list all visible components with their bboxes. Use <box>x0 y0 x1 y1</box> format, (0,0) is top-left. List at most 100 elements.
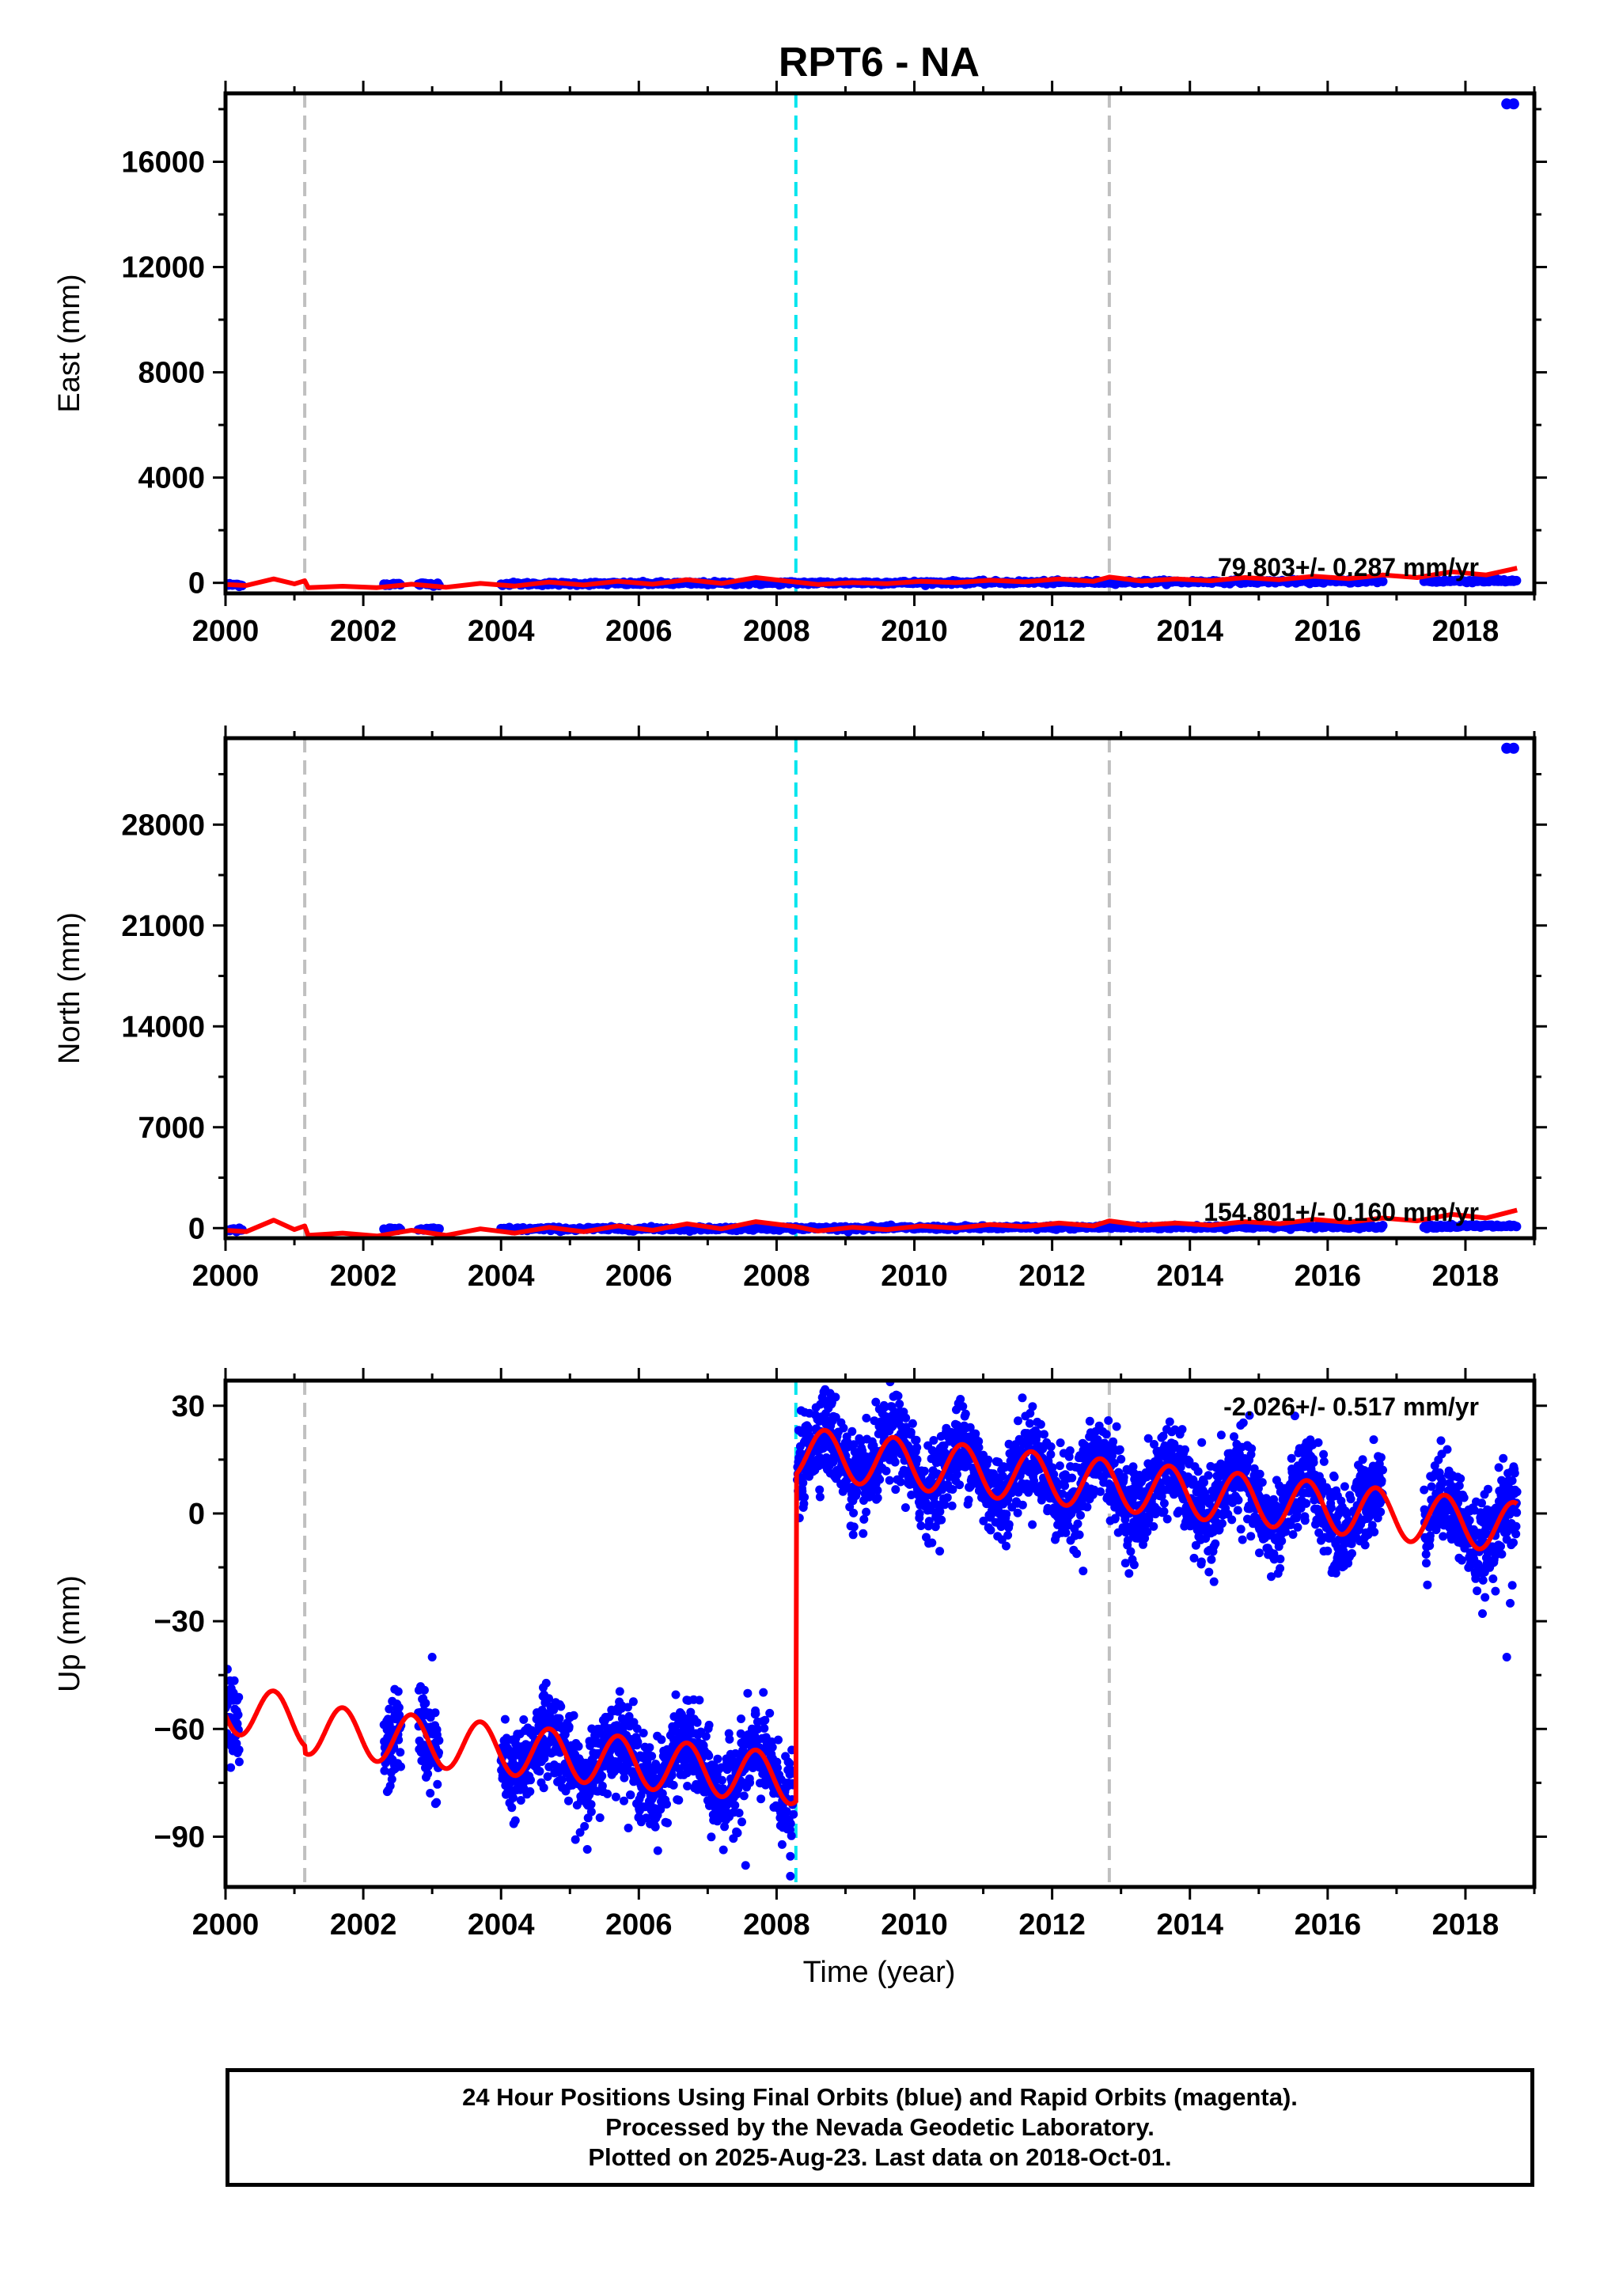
data-point <box>955 1480 965 1490</box>
data-point <box>1049 1470 1059 1479</box>
data-point <box>234 1745 244 1755</box>
data-point <box>510 1816 520 1825</box>
data-point <box>831 1412 840 1422</box>
data-point <box>1196 1557 1206 1567</box>
data-point <box>1159 1506 1169 1516</box>
data-point <box>1026 1408 1035 1418</box>
velocity-rate-label: 79.803+/- 0.287 mm/yr <box>1218 553 1479 582</box>
data-point <box>1159 1498 1169 1508</box>
data-point <box>816 1400 825 1409</box>
data-point <box>799 1499 809 1509</box>
data-point <box>615 1687 624 1696</box>
data-point <box>1126 1547 1136 1556</box>
data-point <box>848 1530 858 1540</box>
data-point <box>662 1799 671 1809</box>
data-point <box>1065 1446 1075 1455</box>
data-point <box>1076 1510 1085 1520</box>
data-point <box>1378 576 1388 586</box>
outlier-point <box>1507 742 1519 754</box>
data-point <box>544 1694 553 1703</box>
data-point <box>1378 1221 1388 1230</box>
data-point <box>1119 1472 1128 1482</box>
data-point <box>768 1742 777 1752</box>
data-point <box>849 1508 859 1517</box>
y-tick-label: 21000 <box>121 910 205 943</box>
x-tick-label: 2010 <box>881 615 948 648</box>
data-point <box>650 1822 660 1832</box>
data-point <box>1234 1495 1243 1505</box>
data-point <box>773 1764 782 1772</box>
data-point <box>1040 1430 1048 1439</box>
data-point <box>890 1457 900 1467</box>
data-point <box>1246 1532 1256 1541</box>
data-point <box>782 1807 791 1817</box>
data-point <box>720 1822 730 1832</box>
data-point <box>935 1507 945 1516</box>
x-tick-label: 2004 <box>468 1260 535 1293</box>
data-point <box>663 1818 672 1828</box>
data-point <box>507 1803 517 1813</box>
data-point <box>1276 1555 1285 1563</box>
y-tick-label: 7000 <box>138 1112 205 1145</box>
data-point <box>1117 1454 1126 1464</box>
data-point <box>1036 1419 1045 1429</box>
data-point <box>1314 1438 1323 1447</box>
data-point <box>1302 1498 1311 1508</box>
plot-frame <box>223 91 1537 596</box>
data-point <box>1287 1453 1296 1463</box>
data-point <box>1013 1508 1022 1517</box>
data-point <box>859 1529 868 1538</box>
data-point <box>620 1796 628 1805</box>
data-point <box>1115 1445 1124 1454</box>
data-point <box>1060 1481 1070 1491</box>
data-point <box>912 1455 922 1464</box>
data-point <box>753 1725 763 1733</box>
data-point <box>1046 1449 1056 1459</box>
plot-frame <box>223 736 1537 1241</box>
data-point <box>555 1714 564 1723</box>
data-point <box>1319 1457 1329 1466</box>
data-point <box>849 1440 859 1449</box>
data-point <box>1002 1541 1010 1551</box>
data-point <box>509 1793 518 1802</box>
data-point <box>683 1782 692 1790</box>
data-point <box>725 1734 734 1744</box>
x-tick-label: 2014 <box>1156 1260 1223 1293</box>
data-point <box>1176 1462 1185 1472</box>
data-point <box>657 1735 666 1745</box>
position-points <box>226 742 1522 1237</box>
data-point <box>674 1795 684 1805</box>
data-point <box>434 1224 444 1234</box>
x-tick-label: 2014 <box>1156 615 1223 648</box>
data-point <box>893 1391 903 1400</box>
data-point <box>912 1435 921 1445</box>
data-point <box>645 1743 654 1752</box>
data-point <box>519 1715 529 1724</box>
data-point <box>639 1729 648 1737</box>
data-point <box>632 1724 642 1733</box>
data-point <box>862 1413 871 1423</box>
data-point <box>516 1796 525 1805</box>
data-point <box>896 1477 905 1487</box>
data-point <box>1511 575 1522 585</box>
data-point <box>1193 1467 1203 1476</box>
data-point <box>582 1845 592 1854</box>
y-tick-label: 14000 <box>121 1010 205 1044</box>
data-point <box>580 1821 590 1831</box>
data-point <box>737 1817 746 1827</box>
data-point <box>800 1492 809 1502</box>
data-point <box>1300 1516 1310 1525</box>
data-point <box>974 1437 984 1446</box>
data-point <box>1216 1430 1226 1440</box>
data-point <box>1189 1553 1199 1563</box>
data-point <box>233 1710 243 1719</box>
data-point <box>901 1413 911 1423</box>
y-tick-label: 0 <box>188 567 205 601</box>
figure-title: RPT6 - NA <box>779 40 980 85</box>
data-point <box>1277 1536 1287 1546</box>
data-point <box>1348 1549 1356 1558</box>
data-point <box>1096 1487 1105 1496</box>
data-point <box>1255 1469 1264 1479</box>
data-point <box>937 1515 946 1525</box>
data-point <box>718 1775 726 1785</box>
